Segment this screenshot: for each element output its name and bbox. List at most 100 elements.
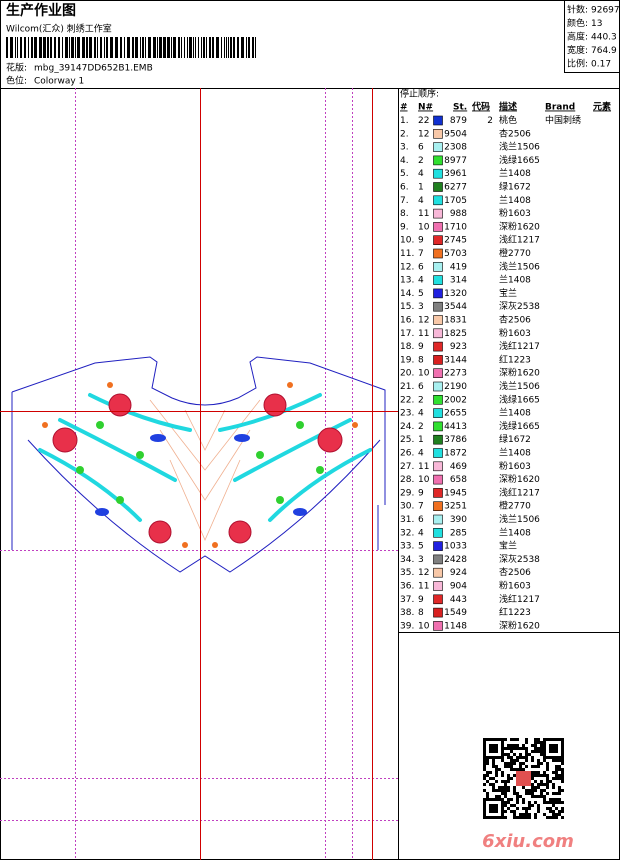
qr-module	[534, 813, 537, 816]
qr-module	[546, 792, 549, 795]
bar	[209, 37, 211, 58]
color-swatch	[433, 129, 443, 139]
qr-module	[558, 774, 561, 777]
bar	[252, 37, 254, 58]
qr-module	[507, 765, 510, 768]
qr-module	[558, 777, 561, 780]
qr-module	[489, 777, 492, 780]
qr-module	[507, 780, 510, 783]
color-swatch	[433, 208, 443, 219]
bar	[124, 37, 125, 58]
qr-module	[531, 786, 534, 789]
stitches: 1831	[444, 316, 467, 326]
qr-module	[489, 756, 492, 759]
qr-module	[552, 786, 555, 789]
qr-module	[555, 738, 558, 741]
qr-module	[522, 801, 525, 804]
qr-module	[534, 744, 537, 747]
row-number: 38.	[400, 608, 414, 618]
qr-module	[549, 756, 552, 759]
needle: 4	[418, 409, 424, 419]
qr-module	[537, 810, 540, 813]
needle: 3	[418, 555, 424, 565]
stitches: 314	[450, 276, 467, 286]
qr-module	[552, 759, 555, 762]
qr-module	[528, 801, 531, 804]
qr-module	[498, 795, 501, 798]
needle: 9	[418, 595, 424, 605]
needle: 9	[418, 236, 424, 246]
needle: 4	[418, 276, 424, 286]
description: 浅兰1506	[499, 380, 540, 392]
qr-module	[513, 816, 516, 819]
stitches: 3544	[444, 302, 467, 312]
qr-module	[495, 807, 498, 810]
qr-module	[555, 768, 558, 771]
stitches: 924	[450, 568, 467, 578]
stitches: 6277	[444, 183, 467, 193]
bar	[201, 37, 202, 58]
row-number: 12.	[400, 262, 414, 272]
qr-module	[486, 780, 489, 783]
qr-module	[552, 801, 555, 804]
description: 深粉1620	[499, 473, 540, 485]
column-header: St.	[453, 103, 467, 113]
stitches: 1825	[444, 329, 467, 339]
description: 桃色	[499, 114, 517, 126]
qr-module	[492, 762, 495, 765]
qr-module	[531, 765, 534, 768]
color-swatch	[433, 488, 443, 498]
bar	[110, 37, 113, 58]
color-swatch	[433, 301, 443, 312]
qr-module	[492, 798, 495, 801]
row-number: 7.	[400, 196, 409, 206]
qr-module	[513, 774, 516, 777]
qr-module	[495, 816, 498, 819]
qr-module	[540, 753, 543, 756]
description: 浅红1217	[499, 340, 540, 352]
title: 生产作业图	[6, 2, 76, 19]
qr-module	[498, 768, 501, 771]
qr-module	[483, 762, 486, 765]
description: 橙2770	[499, 247, 531, 259]
qr-module	[555, 777, 558, 780]
qr-module	[483, 801, 486, 804]
qr-module	[504, 762, 507, 765]
qr-module	[519, 765, 522, 768]
qr-module	[507, 744, 510, 747]
barcode	[6, 37, 256, 58]
qr-module	[546, 783, 549, 786]
description: 深粉1620	[499, 619, 540, 631]
qr-module	[552, 771, 555, 774]
qr-module	[561, 780, 564, 783]
bar	[184, 37, 185, 58]
qr-module	[537, 771, 540, 774]
stitches: 658	[450, 475, 467, 485]
needle: 12	[418, 316, 429, 326]
qr-module	[486, 795, 489, 798]
qr-module	[528, 792, 531, 795]
qr-module	[501, 747, 504, 750]
qr-module	[501, 780, 504, 783]
qr-module	[504, 765, 507, 768]
qr-module	[552, 750, 555, 753]
qr-module	[558, 759, 561, 762]
qr-module	[546, 816, 549, 819]
color-swatch	[433, 541, 443, 551]
qr-module	[513, 786, 516, 789]
qr-module	[558, 801, 561, 804]
qr-module	[498, 789, 501, 792]
qr-module	[558, 789, 561, 792]
description: 宝兰	[499, 540, 517, 552]
qr-module	[495, 738, 498, 741]
stitches: 5703	[444, 249, 467, 259]
qr-module	[516, 795, 519, 798]
qr-module	[486, 738, 489, 741]
qr-module	[543, 774, 546, 777]
qr-module	[507, 777, 510, 780]
bar	[237, 37, 239, 58]
qr-module	[537, 765, 540, 768]
bar	[212, 37, 214, 58]
qr-module	[510, 765, 513, 768]
row-number: 6.	[400, 183, 409, 193]
